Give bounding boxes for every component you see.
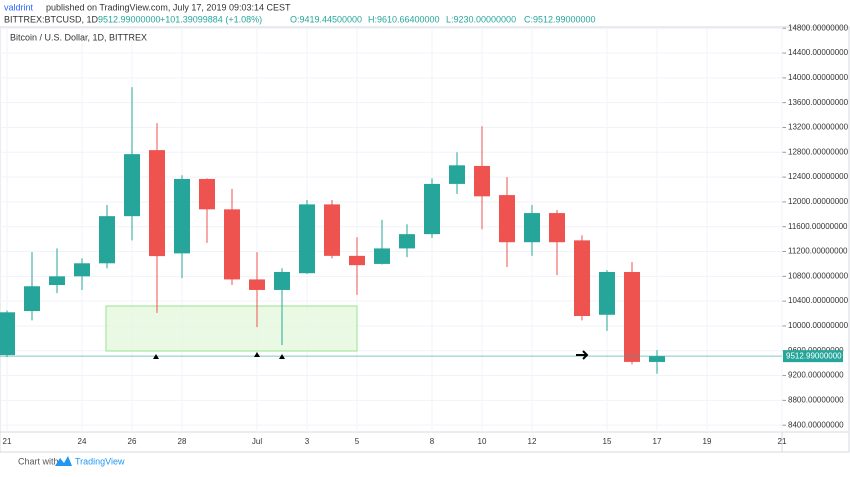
- ohlc-label: H:9610.66400000: [368, 14, 440, 24]
- symbol: BITTREX:BTCUSD, 1D: [4, 14, 99, 24]
- candle-body: [349, 255, 365, 266]
- candle-body: [324, 204, 340, 256]
- candle-body: [549, 213, 565, 243]
- candle-body: [374, 248, 390, 264]
- candle-body: [199, 178, 215, 210]
- x-tick-label: 24: [78, 437, 87, 446]
- y-tick-label: 12000.00000000: [788, 197, 849, 206]
- y-tick-label: 10400.00000000: [788, 296, 849, 305]
- x-tick-label: 28: [178, 437, 187, 446]
- x-tick-label: Jul: [252, 437, 262, 446]
- candle-body: [249, 279, 265, 290]
- y-tick-label: 12400.00000000: [788, 172, 849, 181]
- published: published on TradingView.com, July 17, 2…: [46, 2, 291, 12]
- arrow-right: [576, 350, 589, 360]
- price-tag-label: 9512.99000000: [786, 351, 842, 360]
- y-tick-label: 13600.00000000: [788, 98, 849, 107]
- candle-body: [499, 195, 515, 243]
- x-tick-label: 5: [355, 437, 360, 446]
- x-tick-label: 19: [703, 437, 712, 446]
- candle-body: [599, 271, 615, 315]
- x-tick-label: 8: [430, 437, 435, 446]
- y-tick-label: 10000.00000000: [788, 321, 849, 330]
- last-price: 9512.99000000: [98, 14, 161, 24]
- x-tick-label: 15: [603, 437, 612, 446]
- change: +101.39099884 (+1.08%): [160, 14, 262, 24]
- candle-body: [399, 234, 415, 249]
- candle-body: [449, 165, 465, 184]
- brand-logo: [55, 456, 72, 466]
- candle-body: [224, 209, 240, 280]
- x-tick-label: 17: [653, 437, 662, 446]
- x-tick-label: 21: [3, 437, 12, 446]
- candle-body: [149, 150, 165, 257]
- candle-body: [274, 271, 290, 290]
- y-tick-label: 13200.00000000: [788, 123, 849, 132]
- candle-body: [424, 183, 440, 235]
- x-tick-label: 26: [128, 437, 137, 446]
- author: valdrint: [4, 2, 34, 12]
- y-tick-label: 8400.00000000: [788, 420, 844, 429]
- candle-body: [649, 356, 665, 362]
- candle-body: [624, 271, 640, 362]
- y-tick-label: 10800.00000000: [788, 271, 849, 280]
- ohlc-label: C:9512.99000000: [524, 14, 596, 24]
- candle-body: [174, 178, 190, 254]
- price-tag: [783, 350, 843, 363]
- candle-body: [524, 213, 540, 243]
- candle-body: [24, 286, 40, 312]
- x-tick-label: 10: [478, 437, 487, 446]
- y-tick-label: 11200.00000000: [788, 247, 848, 256]
- y-tick-label: 8800.00000000: [788, 395, 844, 404]
- y-tick-label: 12800.00000000: [788, 147, 849, 156]
- candle-body: [299, 204, 315, 274]
- y-tick-label: 14000.00000000: [788, 73, 849, 82]
- x-tick-label: 12: [528, 437, 537, 446]
- footer: Chart with: [18, 456, 59, 466]
- support-zone: [105, 305, 358, 352]
- y-tick-label: 11600.00000000: [788, 222, 848, 231]
- candle-body: [74, 263, 90, 277]
- y-tick-label: 14400.00000000: [788, 48, 849, 57]
- chart-frame: [0, 26, 850, 453]
- chart-title: Bitcoin / U.S. Dollar, 1D, BITTREX: [10, 32, 147, 42]
- marker-arrows: [153, 352, 285, 359]
- candle-body: [0, 312, 15, 356]
- candle-body: [124, 154, 140, 217]
- ohlc-label: L:9230.00000000: [446, 14, 516, 24]
- y-tick-label: 14800.00000000: [788, 23, 849, 32]
- candle-body: [99, 216, 115, 264]
- candle-body: [574, 240, 590, 317]
- brand: TradingView: [75, 456, 125, 466]
- y-tick-label: 9200.00000000: [788, 371, 844, 380]
- ohlc-label: O:9419.44500000: [290, 14, 362, 24]
- candle-body: [49, 276, 65, 286]
- x-tick-label: 21: [778, 437, 787, 446]
- x-tick-label: 3: [305, 437, 310, 446]
- candle-body: [474, 165, 490, 197]
